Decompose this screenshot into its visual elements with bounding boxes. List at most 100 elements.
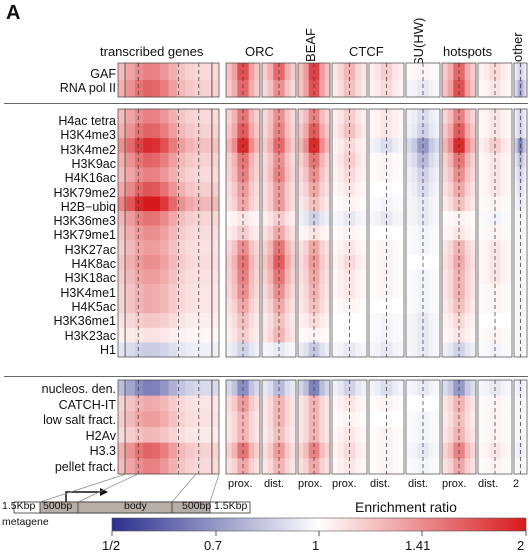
- heatmap-cell: [319, 411, 326, 428]
- heatmap-cell: [495, 458, 502, 475]
- heatmap-cell: [254, 109, 261, 124]
- heatmap-cell: [386, 211, 393, 227]
- heatmap-cell: [314, 63, 320, 81]
- heatmap-cell: [337, 181, 345, 197]
- heatmap-cell: [495, 327, 502, 343]
- heatmap-cell: [464, 327, 471, 343]
- heatmap-cell: [518, 80, 521, 98]
- metagene-projection-line: [209, 473, 220, 503]
- heatmap-cell: [514, 138, 517, 154]
- heatmap-cell: [337, 313, 345, 329]
- heatmap-cell: [506, 138, 513, 154]
- heatmap-cell: [374, 240, 382, 256]
- heatmap-cell: [193, 395, 203, 412]
- heatmap-cell: [386, 109, 393, 124]
- heatmap-cell: [386, 181, 393, 197]
- heatmap-cell: [380, 411, 387, 428]
- heatmap-cell: [361, 284, 368, 300]
- heatmap-cell: [417, 342, 424, 358]
- heatmap-cell: [518, 254, 521, 270]
- heatmap-cell: [248, 138, 255, 154]
- heatmap-cell: [374, 225, 382, 241]
- heatmap-cell: [308, 225, 315, 241]
- heatmap-cell: [361, 152, 368, 168]
- heatmap-cell: [374, 254, 382, 270]
- heatmap-cell: [447, 254, 454, 270]
- heatmap-cell: [284, 313, 291, 329]
- heatmap-cell: [273, 269, 280, 285]
- heatmap-cell: [361, 442, 368, 459]
- heatmap-cell: [380, 196, 387, 212]
- heatmap-cell: [343, 254, 350, 270]
- heatmap-cell: [380, 442, 387, 459]
- heatmap-cell: [151, 225, 161, 241]
- heatmap-cell: [380, 181, 387, 197]
- heatmap-cell: [514, 327, 517, 343]
- heatmap-cell: [495, 395, 502, 412]
- heatmap-cell: [434, 254, 441, 270]
- heatmap-cell: [495, 181, 502, 197]
- heatmap-cell: [423, 109, 430, 124]
- heatmap-cell: [254, 123, 261, 139]
- heatmap-cell: [447, 411, 454, 428]
- heatmap-cell: [185, 109, 195, 124]
- heatmap-cell: [447, 298, 454, 314]
- heatmap-cell: [248, 109, 255, 124]
- section-divider: [4, 376, 528, 377]
- heatmap-cell: [210, 240, 220, 256]
- heatmap-cell: [406, 254, 413, 270]
- heatmap-cell: [290, 327, 297, 343]
- heatmap-cell: [459, 411, 466, 428]
- heatmap-cell: [343, 80, 350, 98]
- heatmap-cell: [520, 298, 524, 314]
- heatmap-cell: [514, 313, 517, 329]
- heatmap-cell: [332, 181, 339, 197]
- heatmap-cell: [434, 240, 441, 256]
- heatmap-cell: [464, 123, 471, 139]
- heatmap-cell: [160, 196, 169, 212]
- heatmap-cell: [273, 167, 280, 183]
- heatmap-cell: [210, 138, 220, 154]
- heatmap-cell: [442, 109, 449, 124]
- heatmap-cell: [411, 152, 418, 168]
- heatmap-cell: [273, 138, 280, 154]
- heatmap-cell: [202, 298, 211, 314]
- heatmap-cell: [176, 411, 186, 428]
- heatmap-cell: [518, 342, 521, 358]
- heatmap-cell: [273, 123, 280, 139]
- heatmap-cell: [298, 109, 304, 124]
- heatmap-cell: [398, 63, 405, 81]
- heatmap-cell: [319, 196, 326, 212]
- colorbar-tick-label: 1.41: [405, 538, 431, 553]
- heatmap-cell: [290, 211, 297, 227]
- heatmap-cell: [478, 442, 485, 459]
- heatmap-cell: [489, 211, 496, 227]
- heatmap-cell: [279, 240, 286, 256]
- heatmap-cell: [308, 181, 315, 197]
- heatmap-cell: [516, 380, 519, 397]
- heatmap-cell: [374, 313, 382, 329]
- heatmap-cell: [231, 327, 238, 343]
- heatmap-cell: [442, 240, 449, 256]
- heatmap-cell: [349, 342, 356, 358]
- heatmap-cell: [514, 298, 517, 314]
- heatmap-cell: [386, 123, 393, 139]
- heatmap-cell: [470, 458, 477, 475]
- heatmap-cell: [483, 225, 490, 241]
- heatmap-cell: [185, 63, 195, 81]
- heatmap-cell: [284, 427, 291, 444]
- heatmap-cell: [398, 225, 405, 241]
- heatmap-cell: [343, 442, 350, 459]
- heatmap-cell: [279, 313, 286, 329]
- heatmap-cell: [392, 254, 399, 270]
- heatmap-cell: [506, 298, 513, 314]
- heatmap-cell: [428, 240, 435, 256]
- heatmap-cell: [514, 380, 517, 397]
- heatmap-cell: [284, 167, 291, 183]
- heatmap-cell: [134, 196, 144, 212]
- heatmap-cell: [279, 298, 286, 314]
- heatmap-cell: [398, 327, 405, 343]
- heatmap-cell: [524, 442, 528, 459]
- heatmap-cell: [459, 167, 466, 183]
- heatmap-cell: [478, 411, 485, 428]
